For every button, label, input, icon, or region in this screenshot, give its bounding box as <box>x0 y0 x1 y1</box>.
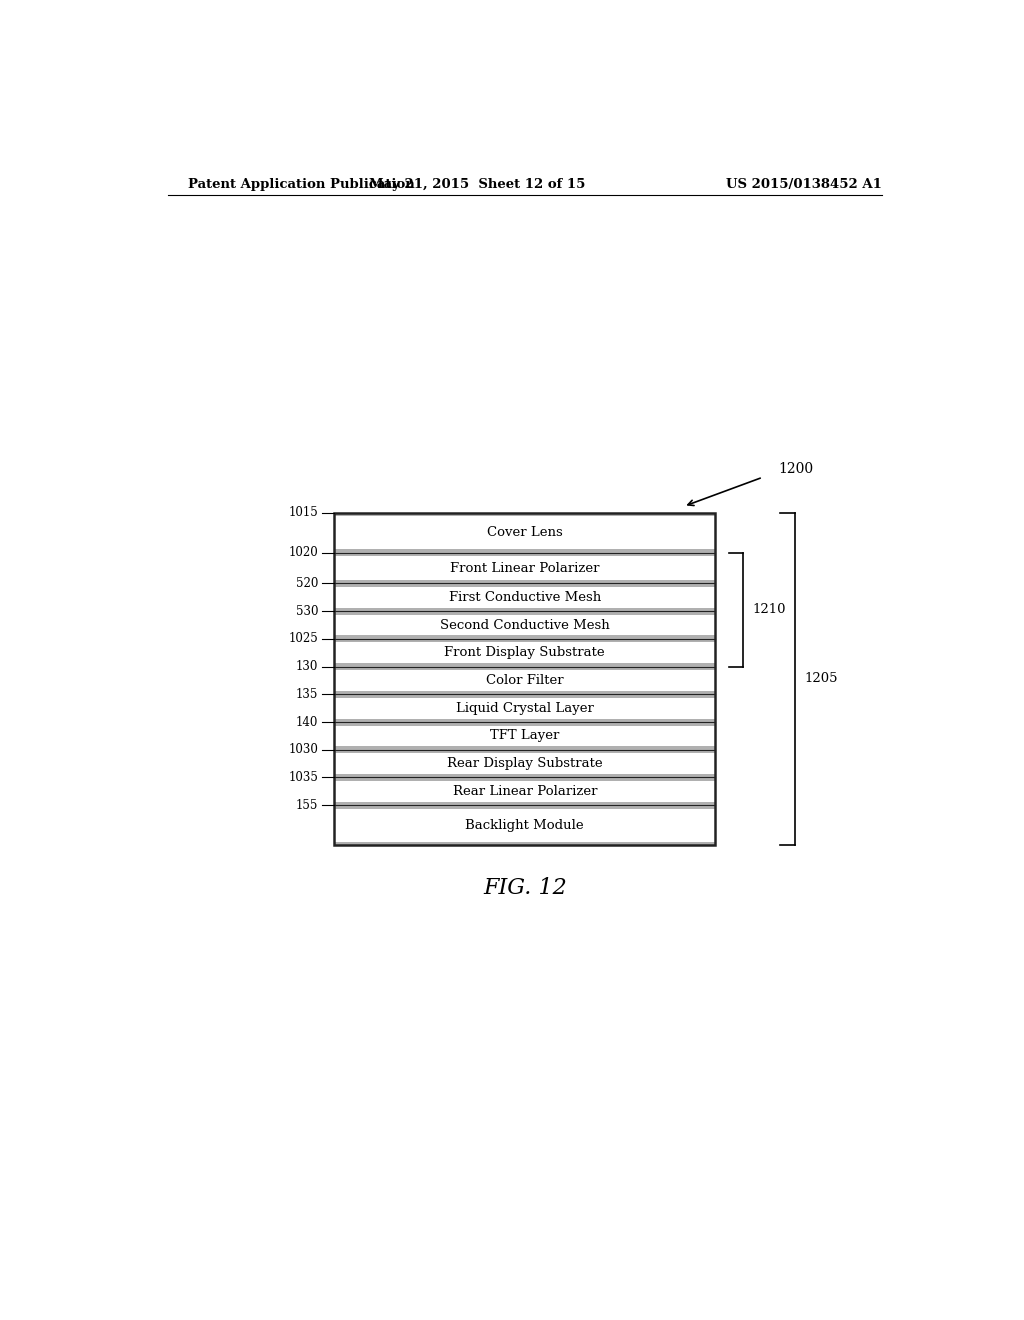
Text: 130: 130 <box>296 660 318 673</box>
Bar <box>334 512 715 845</box>
Text: TFT Layer: TFT Layer <box>490 730 559 742</box>
Text: First Conductive Mesh: First Conductive Mesh <box>449 591 601 603</box>
Bar <box>334 781 715 801</box>
Text: May 21, 2015  Sheet 12 of 15: May 21, 2015 Sheet 12 of 15 <box>369 178 586 190</box>
Bar <box>334 639 715 667</box>
Bar <box>334 611 715 639</box>
Text: 140: 140 <box>296 715 318 729</box>
Text: Second Conductive Mesh: Second Conductive Mesh <box>440 619 609 631</box>
Text: Liquid Crystal Layer: Liquid Crystal Layer <box>456 702 594 714</box>
Text: 1210: 1210 <box>753 603 786 616</box>
Text: 155: 155 <box>296 799 318 812</box>
Bar <box>334 512 715 553</box>
Bar <box>334 556 715 579</box>
Bar <box>334 587 715 607</box>
Text: FIG. 12: FIG. 12 <box>483 876 566 899</box>
Text: 1035: 1035 <box>289 771 318 784</box>
Text: Rear Display Substrate: Rear Display Substrate <box>447 758 602 770</box>
Text: Cover Lens: Cover Lens <box>487 527 562 539</box>
Text: US 2015/0138452 A1: US 2015/0138452 A1 <box>726 178 882 190</box>
Text: 1015: 1015 <box>289 506 318 519</box>
Text: 1200: 1200 <box>778 462 814 477</box>
Text: Backlight Module: Backlight Module <box>466 818 584 832</box>
Text: Color Filter: Color Filter <box>486 675 563 686</box>
Bar <box>334 750 715 777</box>
Bar <box>334 694 715 722</box>
Bar <box>334 726 715 746</box>
Text: 520: 520 <box>296 577 318 590</box>
Text: 135: 135 <box>296 688 318 701</box>
Text: 1025: 1025 <box>289 632 318 645</box>
Bar <box>334 643 715 663</box>
Bar <box>334 615 715 635</box>
Bar <box>334 809 715 842</box>
Text: Front Display Substrate: Front Display Substrate <box>444 647 605 659</box>
Text: 530: 530 <box>296 605 318 618</box>
Bar <box>334 722 715 750</box>
Bar <box>334 583 715 611</box>
Text: Patent Application Publication: Patent Application Publication <box>187 178 415 190</box>
Bar <box>334 553 715 583</box>
Text: 1205: 1205 <box>804 672 838 685</box>
Bar <box>334 698 715 718</box>
Text: 1030: 1030 <box>289 743 318 756</box>
Bar <box>334 805 715 845</box>
Bar <box>334 777 715 805</box>
Text: Rear Linear Polarizer: Rear Linear Polarizer <box>453 785 597 797</box>
Bar <box>334 667 715 694</box>
Bar <box>334 754 715 774</box>
Bar <box>334 671 715 690</box>
Text: 1020: 1020 <box>289 546 318 560</box>
Text: Front Linear Polarizer: Front Linear Polarizer <box>451 561 599 574</box>
Bar <box>334 516 715 549</box>
